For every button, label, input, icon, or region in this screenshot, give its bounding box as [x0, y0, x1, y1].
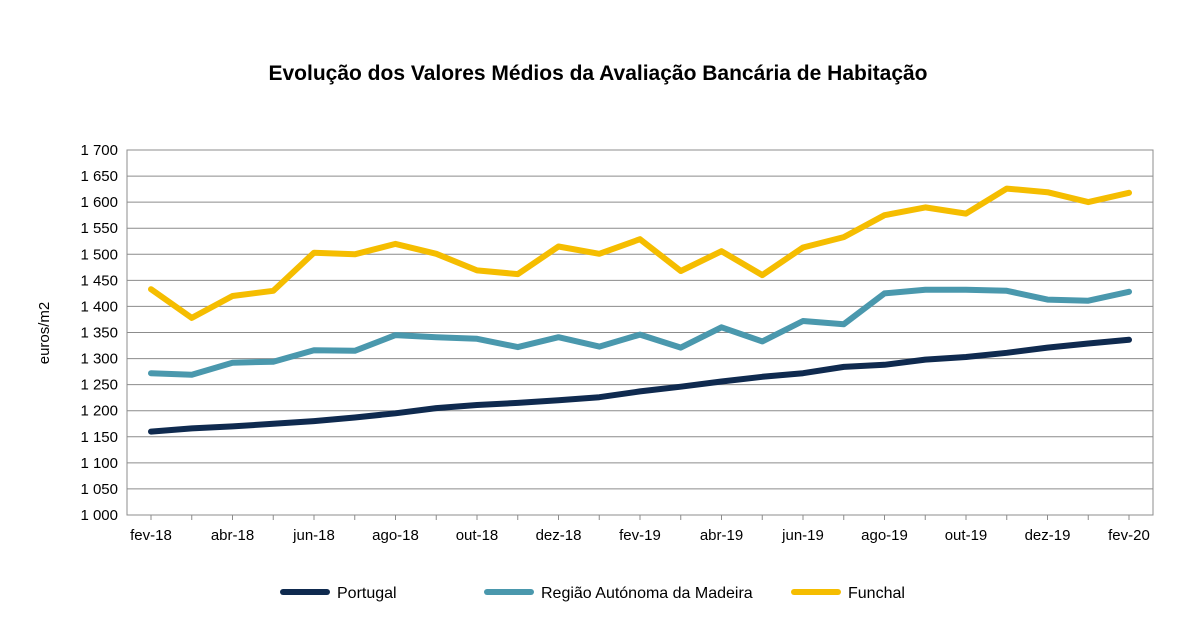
x-axis-ticks: fev-18 abr-18 jun-18 ago-18 out-18 dez-18 fev-…: [130, 515, 1150, 544]
y-tick-label: 1 300: [80, 351, 118, 368]
x-tick-label: out-18: [456, 527, 499, 544]
y-tick-label: 1 400: [80, 298, 118, 315]
y-tick-label: 1 000: [80, 507, 118, 524]
x-tick-label: fev-18: [130, 527, 172, 544]
x-tick-label: abr-18: [211, 527, 254, 544]
y-axis-ticks: 1 000 1 050 1 100 1 150 1 200 1 250 1 300 1 350…: [80, 142, 118, 524]
y-tick-label: 1 200: [80, 403, 118, 420]
x-tick-label: fev-19: [619, 527, 661, 544]
series-line: [148, 185, 1132, 321]
y-tick-label: 1 500: [80, 246, 118, 263]
y-tick-label: 1 600: [80, 194, 118, 211]
x-tick-label: jun-19: [781, 527, 824, 544]
legend-label: Região Autónoma da Madeira: [541, 585, 753, 602]
y-tick-label: 1 350: [80, 325, 118, 342]
legend-label: Portugal: [337, 585, 397, 602]
chart-title: Evolução dos Valores Médios da Avaliação…: [268, 62, 927, 85]
y-tick-label: 1 150: [80, 429, 118, 446]
x-tick-label: dez-19: [1025, 527, 1071, 544]
x-tick-label: fev-20: [1108, 527, 1150, 544]
x-tick-label: abr-19: [700, 527, 743, 544]
y-tick-label: 1 250: [80, 377, 118, 394]
series-lines: [148, 185, 1132, 435]
x-tick-label: ago-19: [861, 527, 908, 544]
series-line: [148, 336, 1132, 435]
y-tick-label: 1 100: [80, 455, 118, 472]
x-tick-label: dez-18: [536, 527, 582, 544]
y-axis-label: euros/m2: [36, 302, 53, 365]
x-tick-label: jun-18: [292, 527, 335, 544]
legend: Portugal Região Autónoma da Madeira Funcha…: [280, 585, 905, 602]
y-tick-label: 1 050: [80, 481, 118, 498]
series-line: [148, 286, 1132, 378]
y-tick-label: 1 650: [80, 168, 118, 185]
x-tick-label: out-19: [945, 527, 988, 544]
legend-label: Funchal: [848, 585, 905, 602]
y-tick-label: 1 700: [80, 142, 118, 159]
y-tick-label: 1 450: [80, 272, 118, 289]
y-tick-label: 1 550: [80, 220, 118, 237]
x-tick-label: ago-18: [372, 527, 419, 544]
